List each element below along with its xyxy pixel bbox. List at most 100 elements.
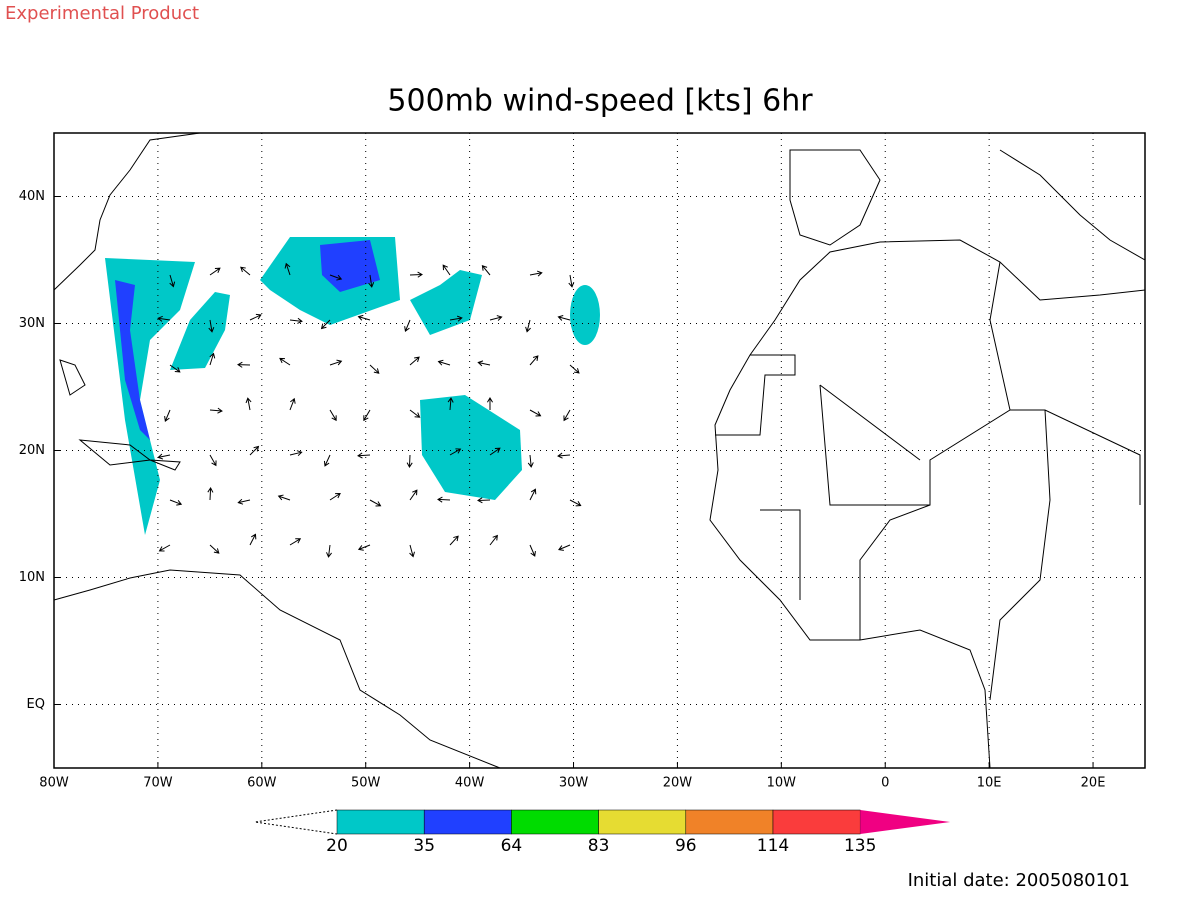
wind-arrow	[409, 489, 418, 501]
wind-arrow	[169, 274, 176, 288]
wind-arrow	[289, 397, 296, 411]
wind-arrow	[249, 533, 257, 546]
wind-arrow	[357, 314, 371, 321]
wind-arrow	[529, 355, 539, 366]
wind-arrow	[289, 317, 303, 324]
wind-arrow	[169, 499, 183, 506]
shade-area	[410, 270, 482, 335]
wind-arrow	[284, 262, 291, 276]
colorbar-box	[423, 809, 512, 835]
wind-arrow	[477, 497, 491, 504]
wind-arrow	[409, 409, 421, 418]
shade-area	[115, 280, 150, 440]
shade-area	[570, 285, 600, 345]
wind-arrow	[569, 499, 582, 507]
wind-arrow	[363, 409, 371, 422]
header-label: Experimental Product	[5, 3, 199, 24]
x-tick-label: 30W	[559, 776, 589, 791]
wind-arrow	[237, 361, 251, 368]
y-tick-label: 20N	[19, 443, 45, 458]
colorbar-box	[511, 809, 599, 835]
wind-arrow	[209, 352, 216, 366]
wind-arrow	[329, 409, 337, 422]
wind-arrow	[486, 397, 493, 411]
wind-arrow	[437, 359, 451, 366]
wind-arrow	[409, 271, 423, 278]
colorbar-box	[336, 809, 425, 835]
wind-arrow	[449, 315, 463, 322]
x-tick-label: 10E	[977, 776, 1002, 791]
wind-shading	[105, 237, 600, 535]
coastline	[53, 132, 201, 291]
wind-arrow	[329, 274, 343, 281]
wind-arrow	[449, 448, 462, 456]
wind-arrow	[489, 447, 501, 456]
coastline	[59, 359, 181, 471]
colorbar: 20 35 64 83 96 114 135	[326, 809, 951, 856]
colorbar-box	[598, 809, 687, 835]
wind-arrow	[481, 264, 491, 276]
colorbar-label: 83	[588, 836, 610, 856]
wind-arrow	[289, 450, 303, 457]
colorbar-label: 64	[501, 836, 523, 856]
colorbar-label: 135	[844, 836, 876, 856]
x-tick-label: 20E	[1081, 776, 1106, 791]
wind-arrow	[289, 538, 302, 546]
wind-arrow	[527, 454, 534, 468]
wind-arrow	[563, 409, 571, 422]
coastline	[53, 569, 501, 769]
wind-arrow	[404, 319, 411, 332]
colorbar-label: 35	[413, 836, 435, 856]
wind-arrow	[207, 487, 214, 501]
wind-arrow	[369, 499, 382, 507]
coastline	[999, 149, 1146, 261]
x-tick-label: 70W	[143, 776, 173, 791]
wind-arrow	[529, 488, 537, 501]
border	[715, 261, 1141, 701]
map-frame	[53, 132, 1146, 769]
wind-arrow	[329, 492, 341, 501]
wind-arrow	[489, 534, 498, 546]
wind-arrow	[326, 544, 332, 558]
wind-arrow	[245, 397, 252, 411]
wind-arrow	[320, 319, 331, 330]
wind-arrow	[557, 315, 571, 321]
coastline	[709, 239, 1146, 769]
wind-arrow	[406, 454, 413, 468]
wind-arrow	[529, 409, 542, 417]
wind-arrow	[164, 409, 171, 422]
wind-arrow	[569, 364, 580, 374]
shade-area	[420, 395, 522, 500]
wind-arrow	[529, 544, 536, 557]
colorbar-label: 20	[326, 836, 348, 856]
shade-area	[170, 292, 230, 370]
y-tick-label: 10N	[19, 570, 45, 585]
coastlines	[53, 132, 1146, 769]
wind-arrow	[437, 496, 451, 503]
colorbar-under	[254, 809, 338, 835]
colorbar-box	[685, 809, 774, 835]
wind-arrow	[279, 357, 291, 366]
coastline	[789, 149, 881, 246]
colorbar-over	[860, 810, 951, 834]
wind-arrow	[489, 315, 503, 321]
colorbar-label: 114	[757, 836, 789, 856]
wind-arrow	[209, 407, 223, 414]
wind-arrow	[169, 364, 181, 373]
colorbar-label: 96	[675, 836, 697, 856]
wind-arrow	[357, 544, 371, 551]
wind-arrow	[209, 454, 217, 467]
x-tick-label: 50W	[351, 776, 381, 791]
x-tick-label: 0	[881, 776, 889, 791]
wind-arrow	[477, 360, 491, 367]
y-tick-label: EQ	[27, 697, 45, 712]
y-tick-label: 30N	[19, 316, 45, 331]
wind-arrow	[568, 274, 575, 288]
wind-arrow	[209, 267, 221, 276]
wind-arrow	[529, 270, 543, 277]
wind-arrow	[158, 544, 171, 552]
x-tick-label: 10W	[767, 776, 797, 791]
x-tick-label: 20W	[663, 776, 693, 791]
wind-arrow	[369, 364, 380, 374]
